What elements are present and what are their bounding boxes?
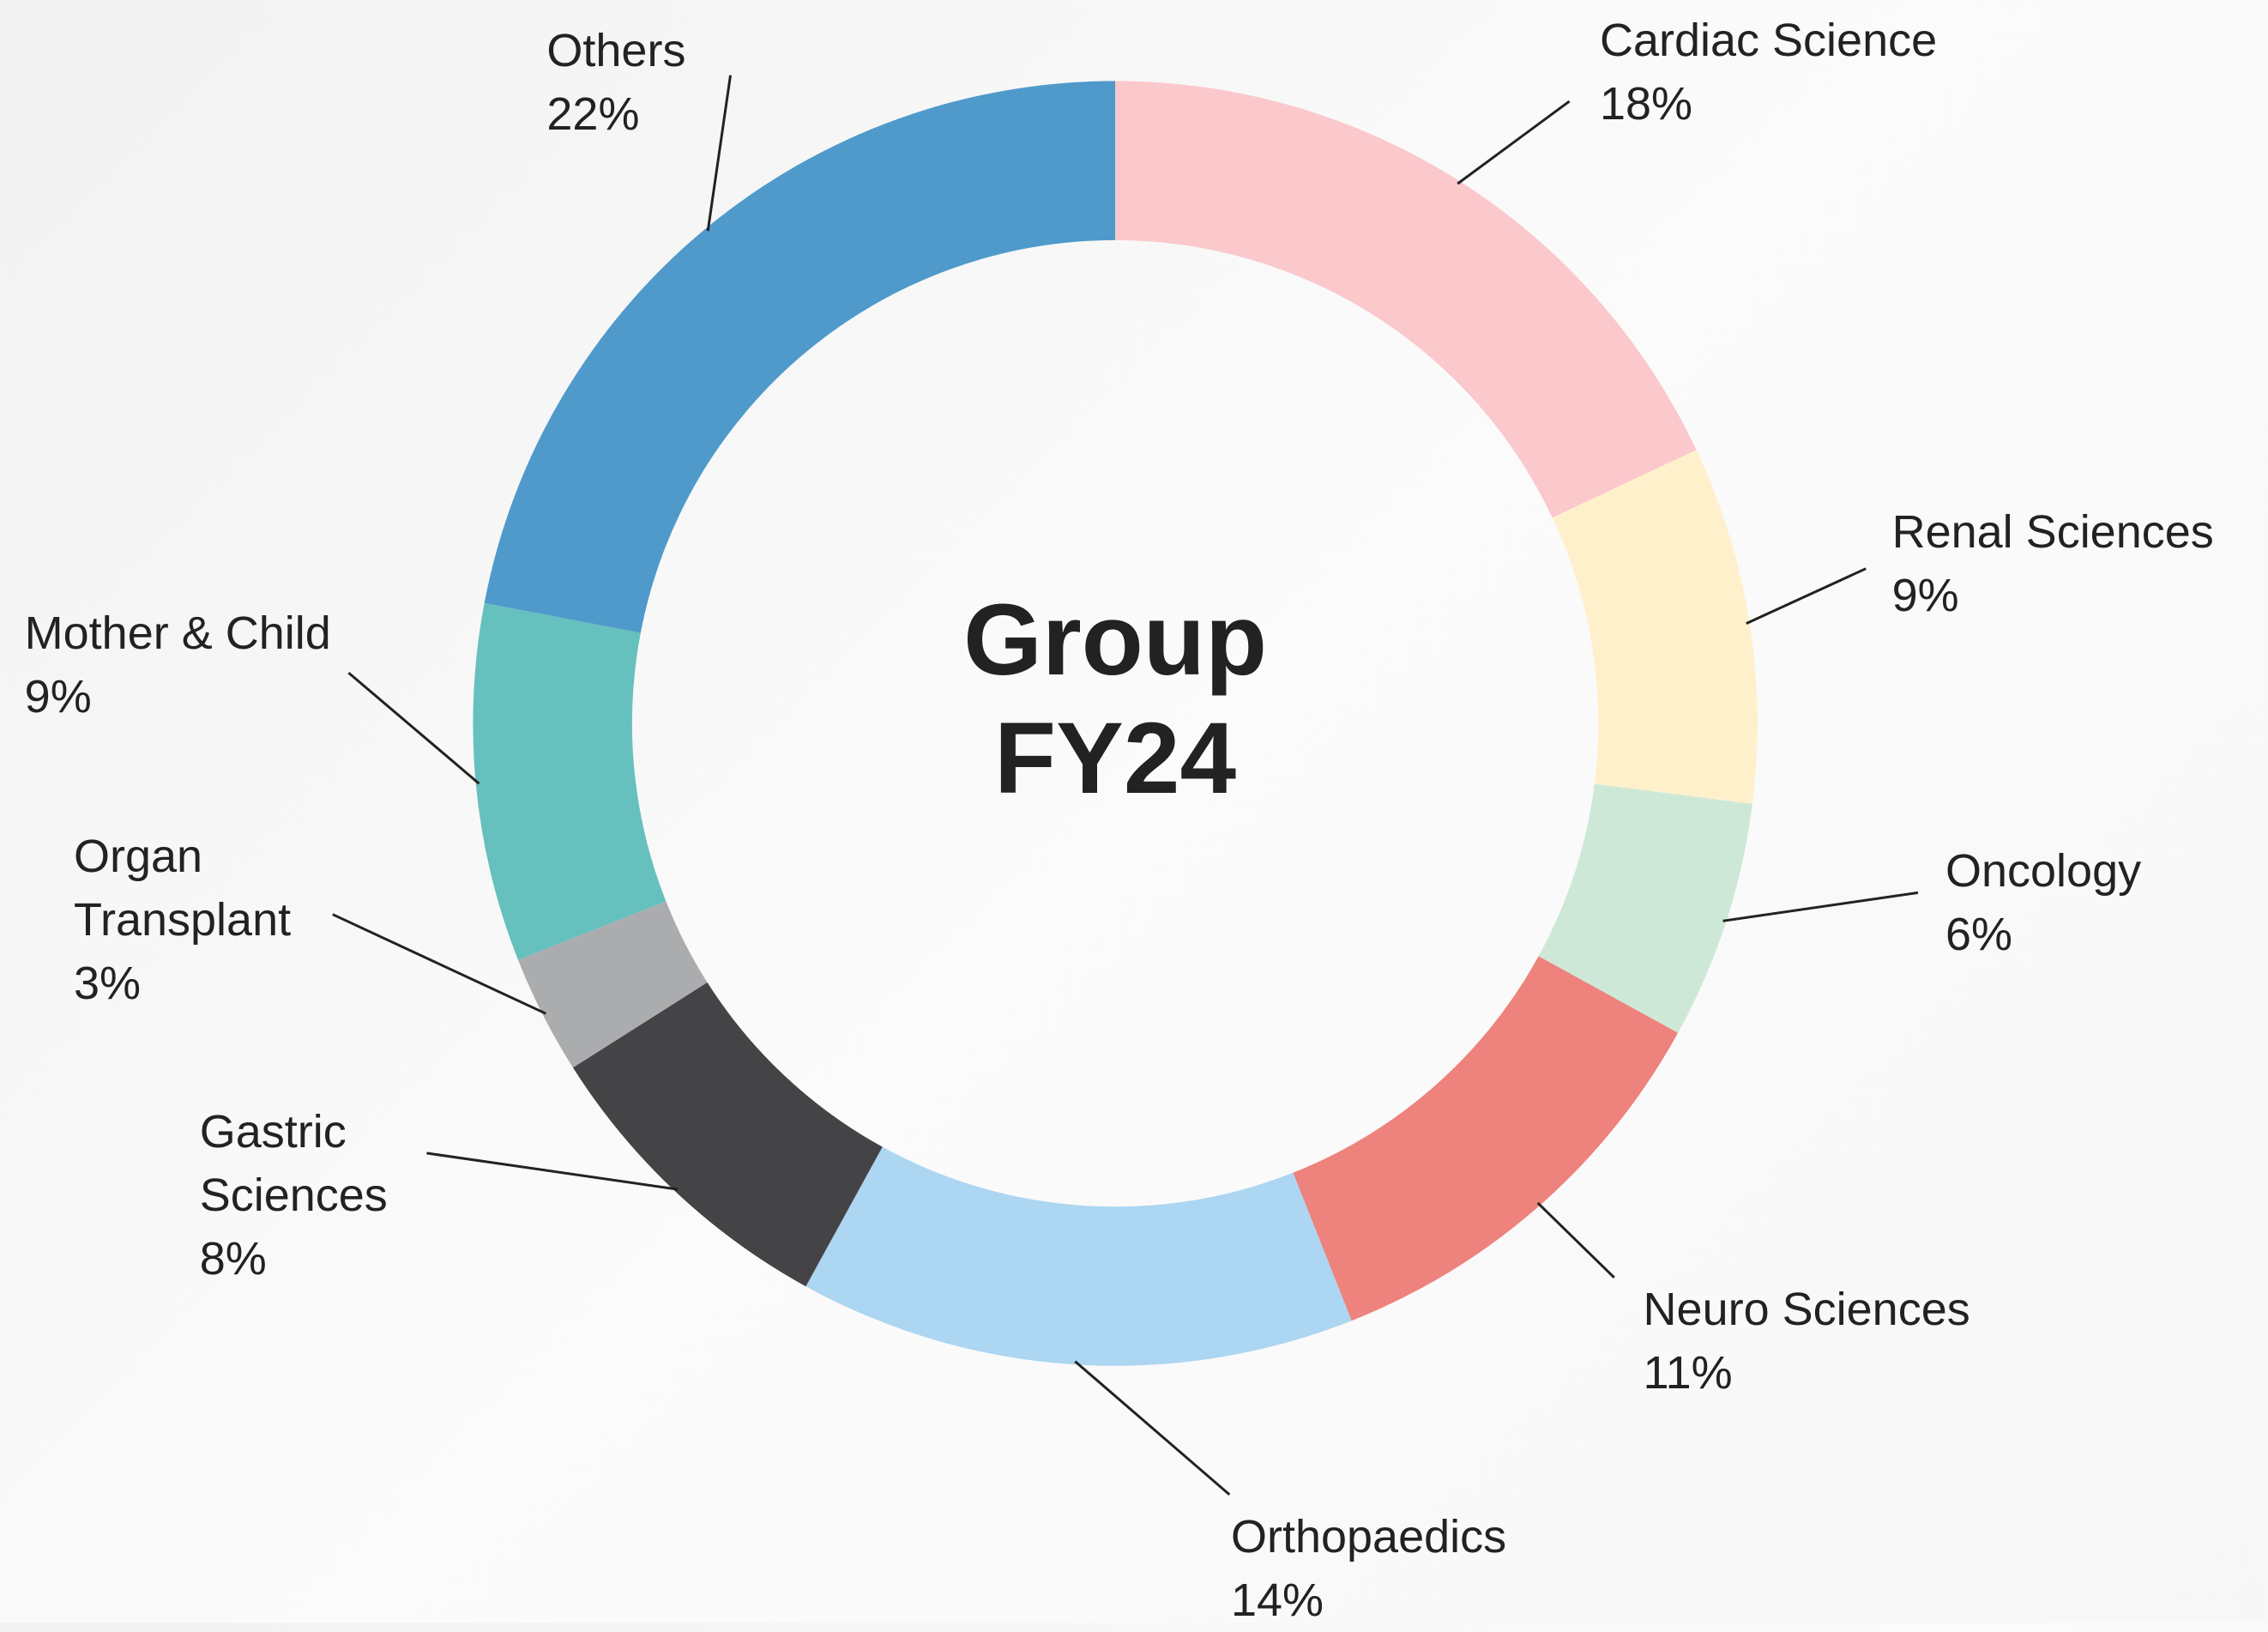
category-name: Neuro Sciences xyxy=(1643,1283,1970,1335)
slice-label: Orthopaedics 14% xyxy=(1231,1505,1506,1632)
leader-line xyxy=(706,75,733,232)
leader-line xyxy=(1746,567,1867,625)
slice-label: Cardiac Science 18% xyxy=(1600,9,1937,136)
leader-line xyxy=(347,671,480,785)
donut-slice xyxy=(484,81,1116,633)
category-name: Oncology xyxy=(1945,845,2142,897)
value-label: 8% xyxy=(199,1232,267,1284)
slice-label: Others 22% xyxy=(546,19,685,146)
donut-slice xyxy=(1115,81,1697,518)
donut-slice xyxy=(572,982,883,1287)
value-label: 14% xyxy=(1230,1574,1324,1626)
category-name: Cardiac Science xyxy=(1599,15,1938,67)
donut-slice xyxy=(805,1146,1352,1366)
leader-line xyxy=(1536,1201,1615,1279)
donut-slice xyxy=(1538,783,1752,1033)
slice-label: Organ Transplant 3% xyxy=(74,825,291,1015)
value-label: 11% xyxy=(1643,1346,1733,1399)
value-label: 9% xyxy=(24,671,92,723)
chart-title: Group FY24 xyxy=(963,583,1268,816)
donut-slice xyxy=(473,602,667,960)
leader-line xyxy=(1722,891,1919,922)
category-name: Organ Transplant xyxy=(73,831,292,946)
slice-label: Gastric Sciences 8% xyxy=(200,1100,388,1290)
slice-label: Oncology 6% xyxy=(1945,839,2141,966)
leader-line xyxy=(1074,1360,1231,1496)
category-name: Others xyxy=(546,24,686,76)
donut-slice xyxy=(517,901,708,1068)
donut-slice xyxy=(1552,450,1758,804)
category-name: Orthopaedics xyxy=(1230,1510,1507,1562)
category-name: Gastric Sciences xyxy=(199,1105,388,1221)
category-name: Renal Sciences xyxy=(1891,506,2214,559)
leader-line xyxy=(426,1151,679,1191)
category-name: Mother & Child xyxy=(24,607,331,660)
slice-label: Neuro Sciences 11% xyxy=(1644,1278,1970,1405)
leader-line xyxy=(332,913,546,1015)
slice-label: Renal Sciences 9% xyxy=(1892,500,2214,627)
value-label: 9% xyxy=(1891,570,1959,622)
value-label: 6% xyxy=(1945,909,2013,960)
slice-label: Mother & Child 9% xyxy=(25,601,331,728)
leader-line xyxy=(1457,100,1571,185)
value-label: 22% xyxy=(546,88,640,140)
value-label: 18% xyxy=(1599,78,1693,130)
donut-slice xyxy=(1293,956,1679,1321)
value-label: 3% xyxy=(73,958,142,1010)
